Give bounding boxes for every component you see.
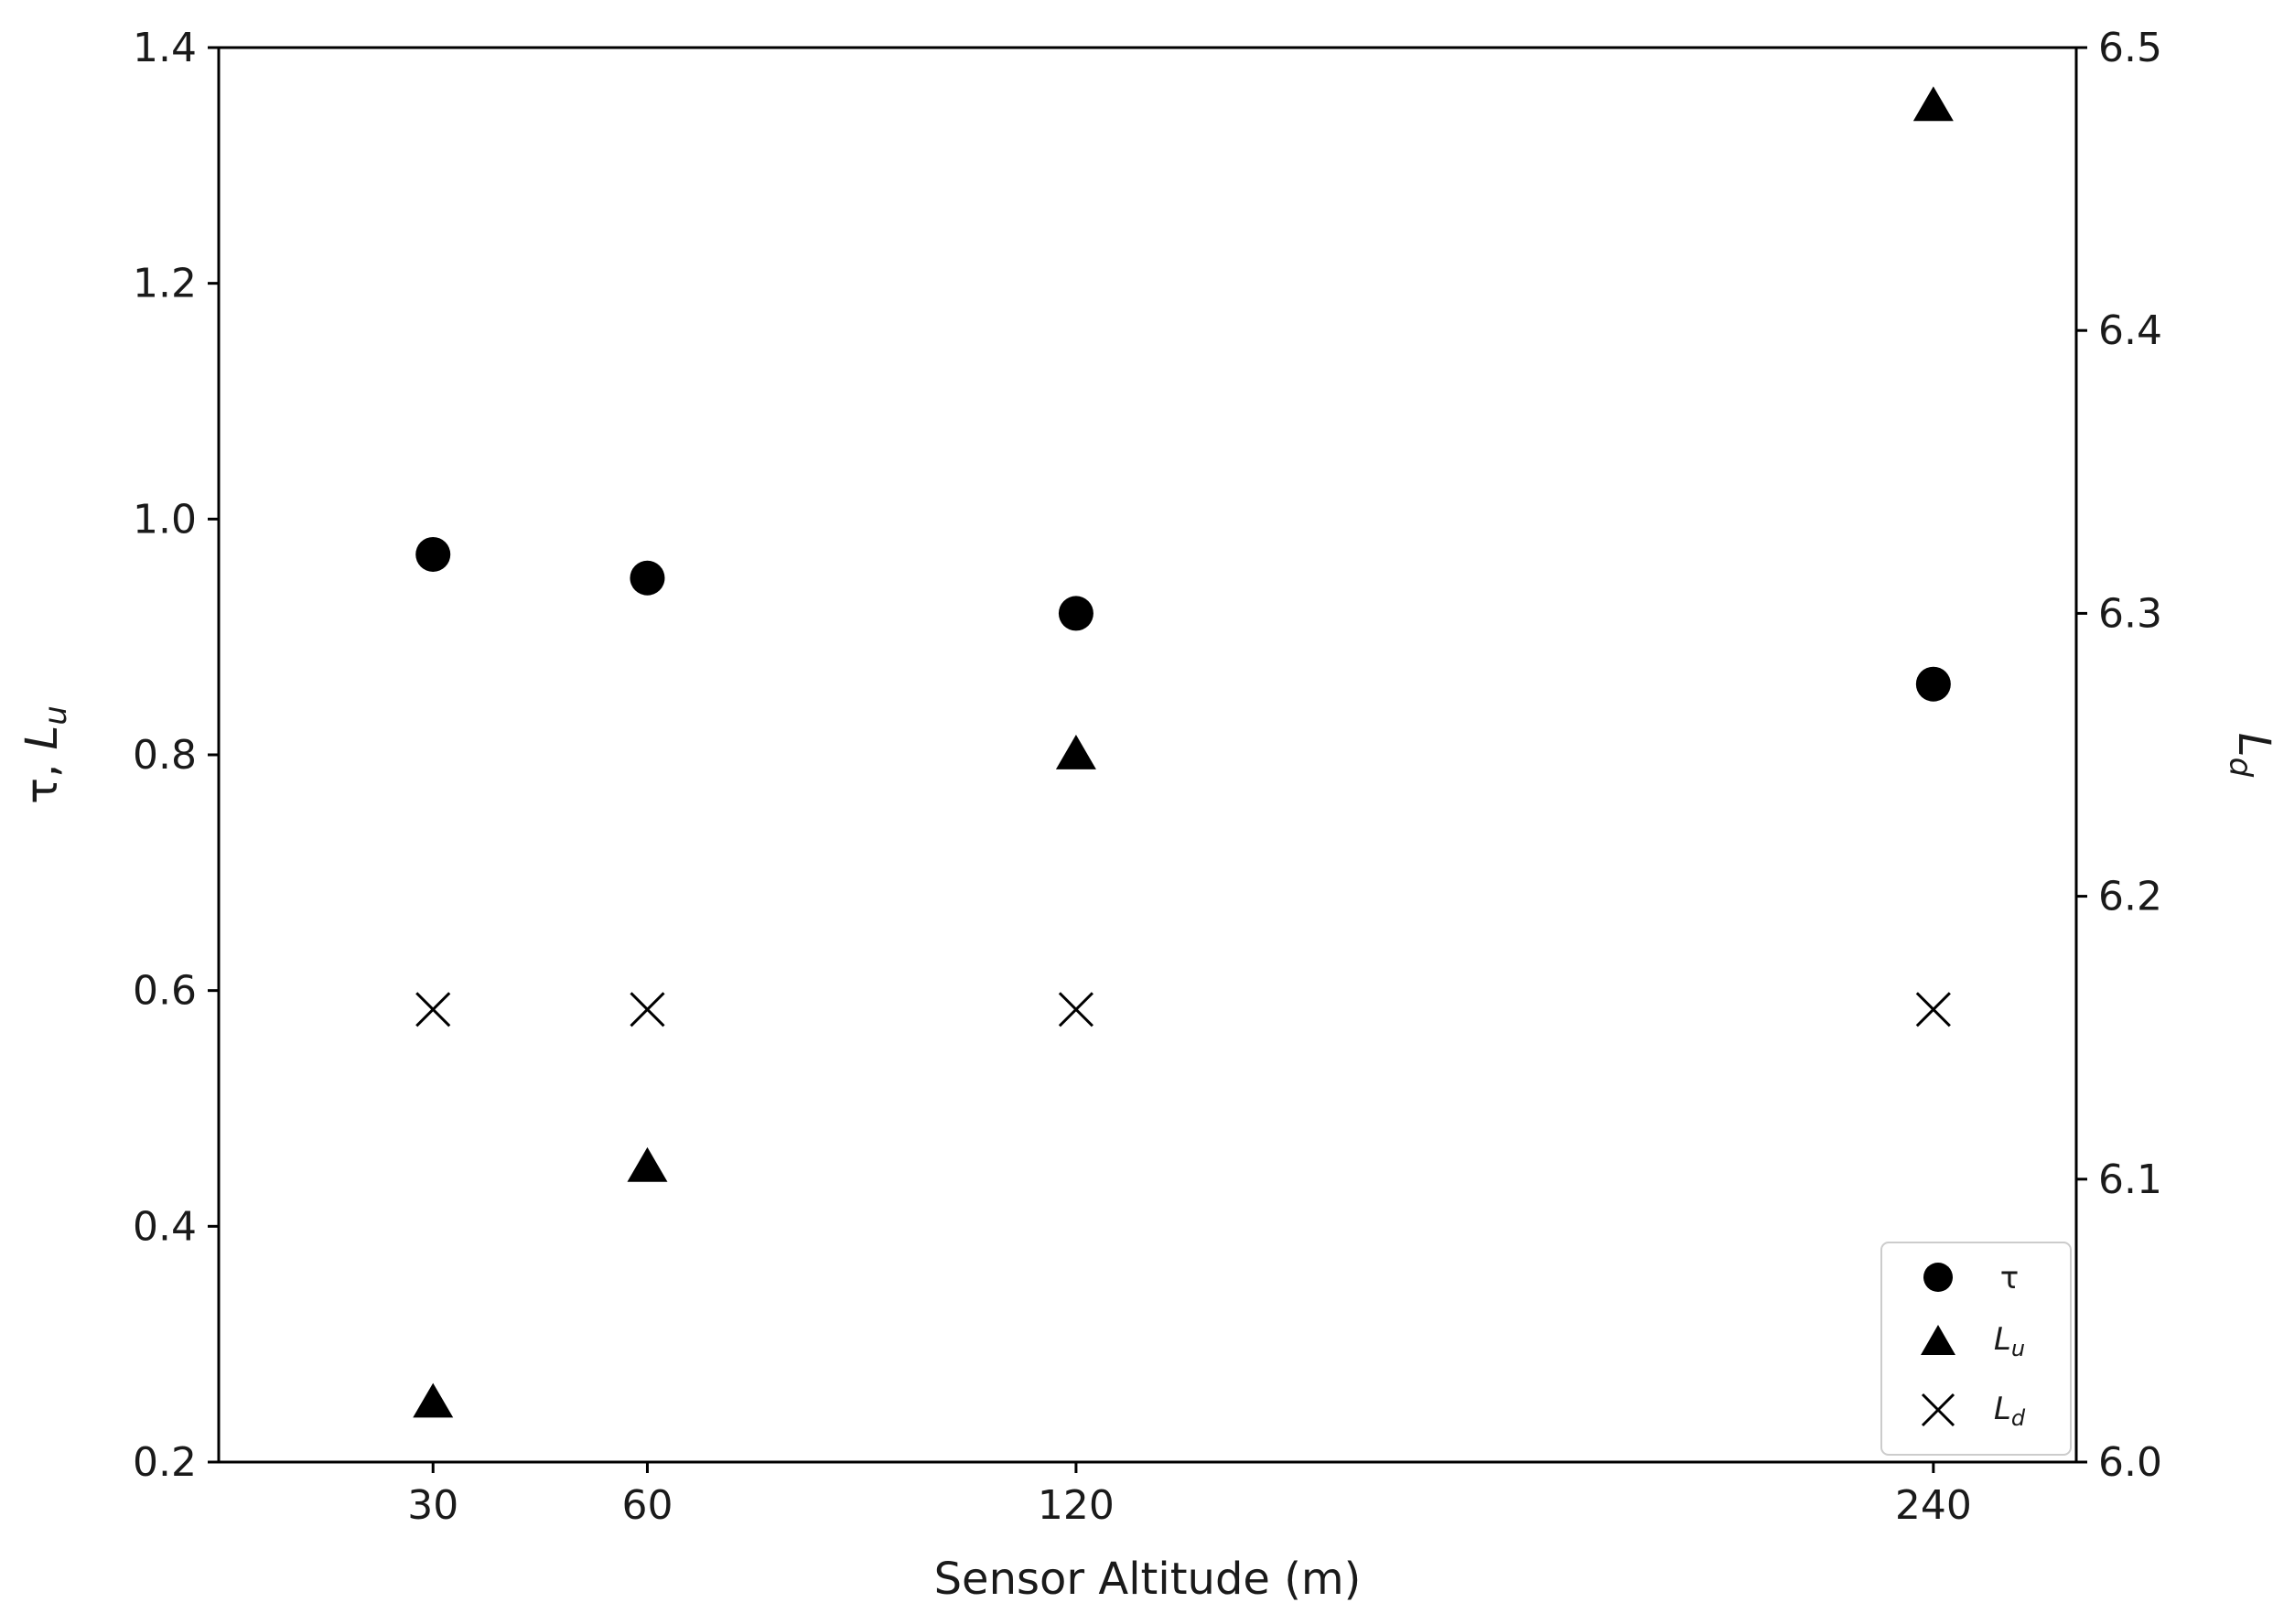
- right-y-axis: 6.0 6.1 6.2 6.3 6.4 6.5: [2076, 25, 2162, 1486]
- lu-symbol: L: [16, 726, 68, 750]
- left-y-tick-label: 1.2: [133, 261, 197, 307]
- legend-label-ld: Ld: [1994, 1391, 2026, 1431]
- x-axis-title: Sensor Altitude (m): [934, 1554, 1362, 1605]
- right-y-tick-label: 6.0: [2098, 1439, 2162, 1486]
- lu-point: [1055, 735, 1096, 769]
- legend-label-tau: τ: [2000, 1260, 2019, 1296]
- tau-point: [1058, 596, 1093, 631]
- x-axis: 30 60 120 240: [407, 1462, 1972, 1529]
- legend-marker-ld: [1921, 1393, 1955, 1427]
- ld-point: [1058, 992, 1093, 1027]
- ld-subscript: d: [2222, 758, 2258, 778]
- ld-point-stroke: [415, 992, 451, 1027]
- legend-marker-lu: [1921, 1325, 1955, 1355]
- ld-point-stroke: [1058, 992, 1093, 1027]
- left-y-tick-label: 0.2: [133, 1439, 197, 1486]
- left-y-axis-title: τ, Lu: [16, 705, 74, 804]
- x-tick-label: 60: [621, 1482, 673, 1529]
- left-y-tick-label: 0.6: [133, 968, 197, 1015]
- legend-box: [1880, 1242, 2072, 1456]
- left-y-tick-label: 0.8: [133, 732, 197, 779]
- tau-point: [630, 560, 665, 596]
- lu-point: [627, 1146, 668, 1182]
- ld-symbol: L: [2228, 733, 2273, 758]
- left-y-tick-label: 1.4: [133, 25, 197, 71]
- right-y-tick-label: 6.3: [2098, 590, 2162, 637]
- x-tick-label: 30: [407, 1482, 458, 1529]
- plot-frame: [217, 46, 2078, 1464]
- ld-point: [1915, 992, 1951, 1027]
- tau-symbol: τ,: [16, 749, 68, 803]
- ld-point-stroke: [630, 992, 665, 1027]
- lu-subscript: u: [38, 705, 74, 726]
- left-y-tick-label: 0.4: [133, 1203, 197, 1250]
- lu-point: [413, 1382, 454, 1418]
- ld-point-stroke: [1915, 992, 1951, 1027]
- legend: τ Lu Ld: [1880, 1242, 2072, 1456]
- data-marks: [413, 86, 1954, 1418]
- legend-label-lu: Lu: [1994, 1321, 2025, 1361]
- right-y-tick-label: 6.2: [2098, 874, 2162, 920]
- right-y-tick-label: 6.4: [2098, 307, 2162, 354]
- right-y-axis-title: Ld: [2222, 733, 2273, 778]
- x-tick-label: 120: [1038, 1482, 1115, 1529]
- ld-point: [415, 992, 451, 1027]
- tau-point: [415, 536, 451, 572]
- x-tick-label: 240: [1895, 1482, 1972, 1529]
- left-y-tick-label: 1.0: [133, 496, 197, 543]
- right-y-tick-label: 6.1: [2098, 1156, 2162, 1203]
- legend-marker-tau: [1923, 1263, 1953, 1292]
- lu-point: [1912, 86, 1954, 122]
- tau-point: [1915, 666, 1951, 702]
- right-y-tick-label: 6.5: [2098, 25, 2162, 71]
- ld-point: [630, 992, 665, 1027]
- left-y-axis: 0.2 0.4 0.6 0.8 1.0 1.2 1.4: [133, 25, 219, 1486]
